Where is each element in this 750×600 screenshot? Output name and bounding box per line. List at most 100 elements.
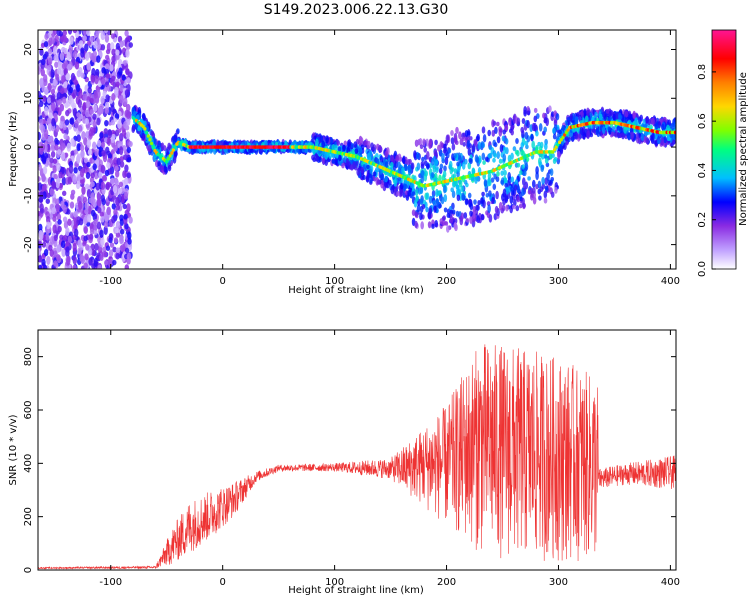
spectrogram-cell: [422, 138, 426, 147]
spectrogram-cell: [94, 158, 100, 166]
spectrogram-cell: [223, 147, 228, 153]
spectrogram-cell: [102, 90, 107, 98]
spectrogram-cell: [508, 117, 512, 126]
spectrogram-cell: [56, 213, 62, 221]
spectrogram-cell: [59, 52, 65, 61]
snr-series-line: [38, 344, 676, 570]
spectrogram-cell: [62, 30, 67, 36]
spectrogram-cell: [492, 120, 497, 126]
spectrogram-cell: [456, 194, 461, 202]
spectrogram-cell: [136, 114, 140, 121]
spectrogram-cell: [42, 95, 47, 102]
spectrogram-cell: [126, 77, 131, 84]
spectrogram-cell: [72, 264, 77, 269]
spectrogram-cell: [41, 258, 46, 267]
spectrogram-cell: [426, 150, 430, 160]
spectrogram-cell: [119, 235, 124, 245]
spectrogram-cell: [329, 136, 334, 146]
spectrogram-cell: [52, 158, 58, 164]
spectrogram-cell: [461, 136, 466, 142]
spectrogram-cell: [54, 61, 59, 68]
spectrogram-cell: [434, 159, 438, 167]
spectrogram-cell: [474, 139, 478, 147]
spectrogram-cell: [473, 199, 477, 205]
spectrogram-cell: [384, 161, 389, 168]
spectrogram-cell: [62, 234, 67, 241]
spectrogram-cell: [334, 156, 339, 166]
spectrogram-cell: [411, 209, 416, 216]
spectrogram-cell: [498, 201, 503, 211]
spectrogram-cell: [624, 117, 629, 124]
spectrogram-cell: [92, 50, 98, 57]
spectrogram-cell: [543, 190, 548, 199]
spectrogram-cell: [644, 130, 649, 136]
spectrogram-cell: [441, 220, 446, 227]
spectrogram-cell: [122, 170, 127, 179]
spectrogram-cell: [70, 98, 75, 108]
spectrogram-cell: [384, 181, 388, 188]
spectrogram-cell: [399, 188, 404, 197]
y-tick-label: 10: [23, 92, 34, 105]
spectrogram-cell: [53, 30, 58, 36]
spectrogram-cell: [651, 117, 655, 125]
spectrogram-cell: [480, 197, 484, 204]
spectrogram-cell: [538, 195, 542, 201]
spectrogram-cell: [419, 198, 424, 206]
spectrogram-cell: [549, 168, 554, 176]
spectrogram-cell: [55, 198, 60, 206]
y-tick-label: 400: [23, 454, 34, 473]
spectrogram-cell: [111, 133, 116, 140]
spectrogram-ridge-cell: [170, 151, 174, 155]
spectrogram-cell: [493, 213, 498, 221]
spectrogram-cell: [449, 209, 454, 215]
spectrogram-cell: [379, 169, 383, 175]
spectrogram-cell: [61, 248, 66, 257]
spectrogram-cell: [557, 150, 561, 160]
spectrogram-cell: [496, 171, 500, 177]
spectrogram-cell: [115, 247, 121, 254]
spectrogram-cell: [143, 120, 147, 127]
spectrogram-cell: [544, 157, 549, 164]
spectrogram-cell: [104, 119, 109, 127]
spectrogram-cell: [99, 254, 104, 261]
spectrogram-cell: [384, 150, 389, 158]
spectrogram-ridge-cell: [145, 130, 149, 135]
spectrogram-cell: [209, 147, 213, 154]
spectrogram-cell: [336, 139, 341, 146]
spectrogram-cell: [525, 156, 530, 162]
spectrogram-cell: [62, 216, 68, 223]
spectrogram-cell: [109, 178, 115, 185]
spectrogram-cell: [395, 154, 399, 162]
spectrogram-cell: [53, 112, 58, 120]
spectrogram-cell: [153, 153, 157, 159]
spectrogram-cell: [451, 209, 456, 215]
spectrogram-cell: [48, 37, 53, 47]
spectrogram-cell: [86, 189, 92, 198]
spectrogram-cell: [435, 167, 439, 173]
spectrogram-cell: [77, 99, 83, 108]
spectrogram-cell: [645, 137, 650, 145]
spectrogram-cell: [78, 200, 83, 210]
spectrogram-cell: [163, 165, 168, 173]
spectrogram-cell: [616, 125, 621, 131]
spectrogram-cell: [124, 177, 129, 186]
spectrogram-cell: [605, 108, 610, 114]
spectrogram-cell: [94, 243, 99, 251]
spectrogram-cell: [99, 132, 104, 139]
spectrogram-cell: [96, 139, 102, 148]
spectrogram-cell: [160, 142, 165, 152]
spectrogram-cell: [672, 139, 676, 145]
spectrogram-cell: [404, 183, 408, 190]
spectrogram-cell: [102, 250, 108, 258]
spectrogram-cell: [51, 118, 56, 127]
spectrogram-cell: [50, 140, 56, 149]
spectrogram-cell: [380, 173, 384, 180]
spectrogram-cell: [53, 54, 58, 62]
spectrogram-cell: [495, 176, 500, 183]
spectrogram-cell: [90, 181, 95, 188]
spectrogram-cell: [114, 179, 119, 186]
spectrogram-cell: [65, 227, 70, 237]
spectrogram-cell: [38, 65, 41, 75]
spectrogram-cell: [500, 170, 505, 176]
spectrogram-cell: [481, 142, 486, 149]
